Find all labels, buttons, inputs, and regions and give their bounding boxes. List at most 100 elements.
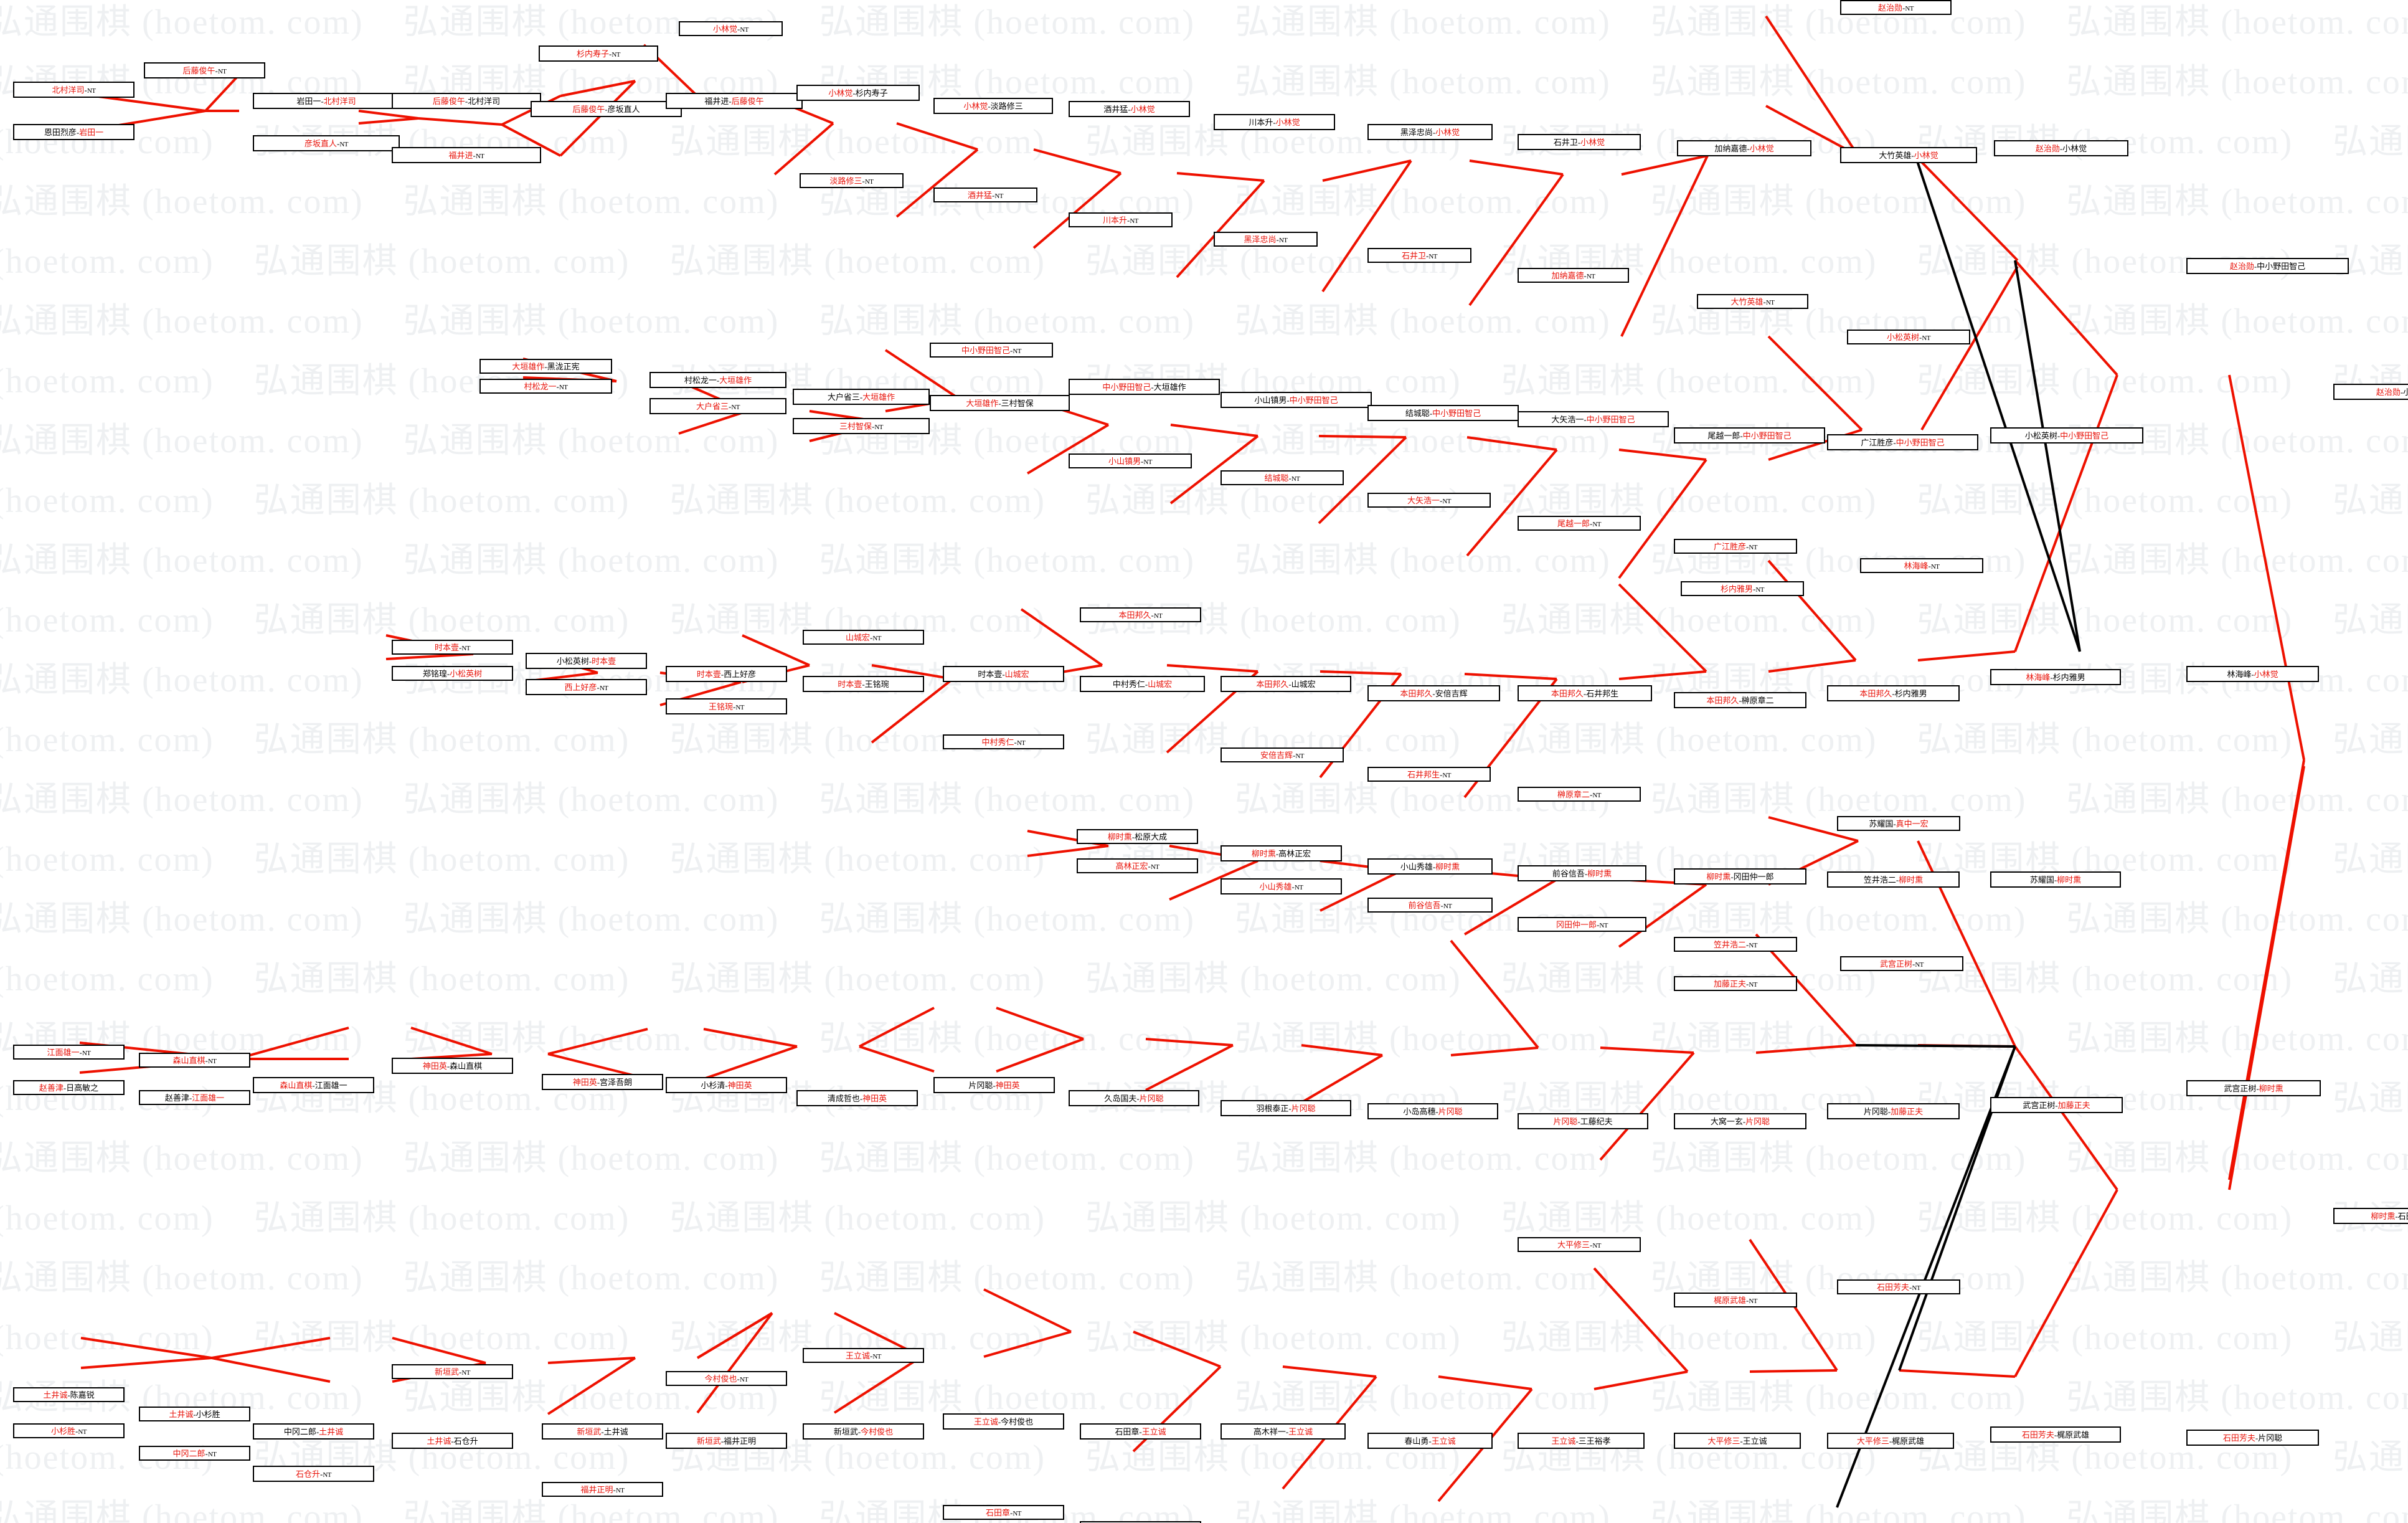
match-box[interactable]: 武宫正树-加藤正夫 [1990, 1097, 2123, 1113]
match-box[interactable]: 久岛国夫-片冈聪 [1069, 1090, 1199, 1106]
match-box[interactable]: 石田芳夫-片冈聪 [2186, 1430, 2319, 1446]
match-box[interactable]: 小杉胜-NT [13, 1423, 125, 1438]
match-box[interactable]: 安倍吉辉-NT [1221, 747, 1344, 762]
match-box[interactable]: 片冈聪-神田英 [933, 1077, 1055, 1093]
match-box[interactable]: 榊原章二-NT [1518, 787, 1641, 802]
match-box[interactable]: 柳时熏-冈田仲一郎 [1674, 868, 1806, 885]
match-box[interactable]: 柳时熏-高林正宏 [1221, 845, 1342, 861]
match-box[interactable]: 小林觉-杉内寿子 [796, 85, 920, 101]
match-box[interactable]: 恩田烈彦-岩田一 [13, 124, 135, 140]
match-box[interactable]: 王立诚-三王裕孝 [1518, 1433, 1645, 1449]
match-box[interactable]: 后藤俊午-彦坂直人 [531, 101, 682, 117]
match-box[interactable]: 福井进-NT [392, 147, 541, 163]
match-box[interactable]: 笠井浩二-NT [1674, 937, 1797, 952]
match-box[interactable]: 高木祥一-NT [1080, 1521, 1201, 1523]
match-box[interactable]: 郑铭瑝-小松英树 [392, 666, 513, 681]
match-box[interactable]: 岩田一-北村洋司 [253, 93, 400, 109]
match-box[interactable]: 王立诚-今村俊也 [943, 1413, 1064, 1430]
match-box[interactable]: 大户省三-NT [649, 398, 786, 414]
match-box[interactable]: 王铭琬-NT [666, 698, 787, 714]
match-box[interactable]: 黑泽忠尚-小林觉 [1367, 124, 1493, 140]
match-box[interactable]: 本田邦久-石井邦生 [1518, 685, 1652, 701]
match-box[interactable]: 土井诚-小杉胜 [139, 1407, 250, 1421]
match-box[interactable]: 前谷信吾-柳时熏 [1518, 865, 1646, 881]
match-box[interactable]: 石井卫-NT [1367, 248, 1471, 263]
match-box[interactable]: 小杉清-神田英 [666, 1077, 787, 1093]
match-box[interactable]: 小松英树-时本壹 [526, 653, 647, 669]
match-box[interactable]: 加纳嘉德-NT [1518, 268, 1629, 283]
match-box[interactable]: 森山直棋-江面雄一 [253, 1077, 374, 1093]
match-box[interactable]: 大矢浩一-中小野田智己 [1518, 411, 1669, 427]
match-box[interactable]: 中村秀仁-山城宏 [1080, 676, 1205, 692]
match-box[interactable]: 本田邦久-NT [1080, 607, 1201, 622]
match-box[interactable]: 本田邦久-杉内雅男 [1827, 685, 1960, 701]
match-box[interactable]: 小山镇男-中小野田智己 [1221, 392, 1372, 408]
match-box[interactable]: 王立诚-NT [803, 1348, 924, 1363]
match-box[interactable]: 林海峰-小林觉 [2186, 666, 2319, 682]
match-box[interactable]: 加纳嘉德-小林觉 [1677, 140, 1811, 156]
match-box[interactable]: 土井诚-陈嘉锐 [13, 1387, 125, 1402]
match-box[interactable]: 村松龙一-大垣雄作 [649, 372, 786, 388]
match-box[interactable]: 新垣武-福井正明 [666, 1433, 787, 1449]
match-box[interactable]: 笠井浩二-柳时熏 [1827, 871, 1960, 888]
match-box[interactable]: 武宫正树-NT [1840, 956, 1963, 971]
match-box[interactable]: 三村智保-NT [793, 418, 930, 434]
match-box[interactable]: 杉内雅男-NT [1681, 581, 1804, 596]
match-box[interactable]: 林海峰-NT [1860, 558, 1983, 573]
match-box[interactable]: 大垣雄作-三村智保 [930, 395, 1070, 411]
match-box[interactable]: 时本壹-王铭琬 [803, 676, 924, 692]
match-box[interactable]: 结城聪-NT [1221, 470, 1344, 485]
match-box[interactable]: 赵治勋-中小野田智己 [2186, 258, 2349, 274]
match-box[interactable]: 北村洋司-NT [13, 82, 135, 98]
match-box[interactable]: 片冈聪-工藤纪夫 [1518, 1113, 1648, 1129]
match-box[interactable]: 前谷信吾-NT [1367, 898, 1493, 913]
match-box[interactable]: 小松英树-中小野田智己 [1990, 427, 2143, 444]
match-box[interactable]: 广江胜彦-NT [1674, 539, 1797, 554]
match-box[interactable]: 大户省三-大垣雄作 [793, 389, 930, 405]
match-box[interactable]: 赵善津-日高敏之 [13, 1080, 125, 1095]
match-box[interactable]: 中冈二郎-NT [139, 1446, 250, 1461]
match-box[interactable]: 春山勇-王立诚 [1367, 1433, 1493, 1449]
match-box[interactable]: 中村秀仁-NT [943, 734, 1064, 749]
match-box[interactable]: 大矢浩一-NT [1367, 493, 1491, 508]
match-box[interactable]: 西上好彦-NT [526, 679, 647, 695]
match-box[interactable]: 赵善津-江面雄一 [139, 1090, 250, 1105]
match-box[interactable]: 清成哲也-神田英 [796, 1090, 918, 1106]
match-box[interactable]: 加藤正夫-NT [1674, 976, 1797, 991]
match-box[interactable]: 大竹英雄-小林觉 [1840, 147, 1977, 163]
match-box[interactable]: 川本升-NT [1069, 212, 1173, 227]
match-box[interactable]: 石田章-NT [943, 1505, 1064, 1520]
match-box[interactable]: 时本壹-山城宏 [943, 666, 1064, 682]
match-box[interactable]: 福井进-后藤俊午 [666, 93, 803, 109]
match-box[interactable]: 小山秀雄-柳时熏 [1367, 858, 1493, 875]
match-box[interactable]: 大垣雄作-黑泷正宪 [479, 359, 612, 374]
match-box[interactable]: 苏耀国-柳时熏 [1990, 871, 2121, 888]
match-box[interactable]: 大平修三-梶原武雄 [1827, 1433, 1954, 1449]
match-box[interactable]: 石井邦生-NT [1367, 767, 1491, 782]
match-box[interactable]: 小山秀雄-NT [1221, 878, 1342, 894]
match-box[interactable]: 淡路修三-NT [800, 173, 904, 188]
match-box[interactable]: 小松英树-NT [1847, 330, 1970, 344]
match-box[interactable]: 今村俊也-NT [666, 1371, 787, 1386]
match-box[interactable]: 武宫正树-柳时熏 [2186, 1080, 2321, 1096]
match-box[interactable]: 土井诚-石仓升 [392, 1433, 513, 1449]
match-box[interactable]: 森山直棋-NT [139, 1053, 250, 1068]
match-box[interactable]: 大竹英雄-NT [1697, 294, 1808, 309]
match-box[interactable]: 大平修三-NT [1518, 1237, 1641, 1252]
match-box[interactable]: 中冈二郎-土井诚 [253, 1423, 374, 1440]
match-box[interactable]: 小林觉-NT [679, 21, 783, 36]
match-box[interactable]: 川本升-小林觉 [1214, 114, 1335, 130]
match-box[interactable]: 小林觉-淡路修三 [933, 98, 1053, 114]
match-box[interactable]: 羽根泰正-片冈聪 [1221, 1100, 1351, 1116]
match-box[interactable]: 尾越一郎-中小野田智己 [1674, 427, 1825, 444]
match-box[interactable]: 柳时熏-石田芳夫 [2333, 1208, 2408, 1224]
match-box[interactable]: 本田邦久-山城宏 [1221, 676, 1351, 692]
match-box[interactable]: 石田芳夫-梶原武雄 [1990, 1426, 2121, 1443]
match-box[interactable]: 大窝一玄-片冈聪 [1674, 1113, 1806, 1129]
match-box[interactable]: 石井卫-小林觉 [1518, 134, 1641, 150]
match-box[interactable]: 高木祥一-王立诚 [1221, 1423, 1346, 1440]
match-box[interactable]: 片冈聪-加藤正夫 [1827, 1103, 1960, 1119]
match-box[interactable]: 尾越一郎-NT [1518, 516, 1641, 531]
match-box[interactable]: 后藤俊午-NT [144, 62, 265, 78]
match-box[interactable]: 结城聪-中小野田智己 [1367, 405, 1519, 421]
